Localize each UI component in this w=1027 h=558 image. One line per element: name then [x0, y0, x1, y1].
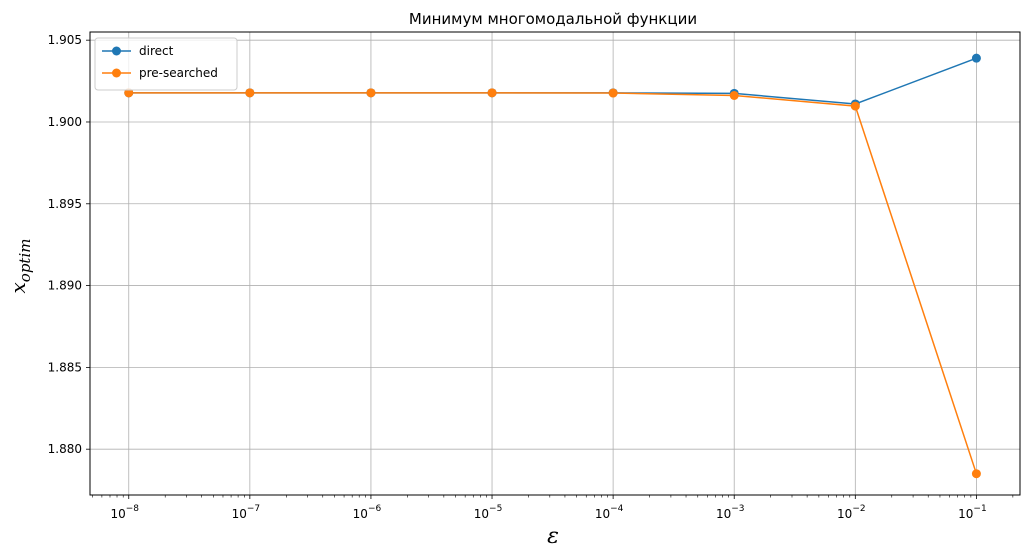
y-axis-label-subscript: optim	[16, 239, 34, 283]
y-tick-label: 1.900	[48, 115, 82, 129]
x-tick-label: 10−2	[837, 504, 866, 521]
series-line-0	[128, 57, 977, 105]
legend-label-1: pre-searched	[139, 66, 218, 80]
x-tick-label: 10−6	[353, 504, 382, 521]
x-tick-label: 10−1	[958, 504, 987, 521]
legend-marker-1	[112, 68, 121, 78]
x-tick-label: 10−8	[110, 504, 139, 521]
y-tick-label: 1.885	[48, 360, 82, 374]
grid-lines	[90, 32, 1020, 495]
series-lines	[128, 57, 978, 474]
legend: direct pre-searched	[94, 37, 238, 91]
x-tick-label: 10−5	[474, 504, 503, 521]
series-point-1	[487, 88, 497, 98]
y-tick-label: 1.880	[48, 442, 82, 456]
series-point-1	[366, 88, 376, 98]
y-tick-label: 1.905	[48, 33, 82, 47]
x-tick-label: 10−4	[595, 504, 624, 521]
series-markers	[124, 53, 981, 479]
y-axis-label-base: x	[6, 282, 30, 293]
series-point-1	[971, 469, 981, 479]
legend-marker-0	[112, 46, 121, 56]
series-point-0	[971, 53, 981, 63]
series-point-1	[729, 90, 739, 100]
chart-title: Минимум многомодальной функции	[409, 10, 697, 28]
x-tick-label: 10−3	[716, 504, 745, 521]
plot-frame	[89, 31, 1021, 496]
x-axis-label: ε	[547, 524, 559, 549]
series-point-1	[850, 101, 860, 111]
series-line-1	[128, 92, 978, 474]
series-point-1	[245, 88, 255, 98]
series-point-1	[124, 88, 134, 98]
y-tick-label: 1.890	[48, 279, 82, 293]
x-axis: 10−8 10−7 10−6 10−5 10−4 10−3 10−2 10−1	[91, 495, 1014, 521]
y-tick-label: 1.895	[48, 197, 82, 211]
y-axis-label: xoptim	[6, 239, 34, 294]
x-tick-label: 10−7	[232, 504, 261, 521]
legend-label-0: direct	[139, 44, 174, 58]
series-point-1	[608, 88, 618, 98]
y-axis: 1.880 1.885 1.890 1.895 1.900 1.905	[48, 33, 90, 456]
